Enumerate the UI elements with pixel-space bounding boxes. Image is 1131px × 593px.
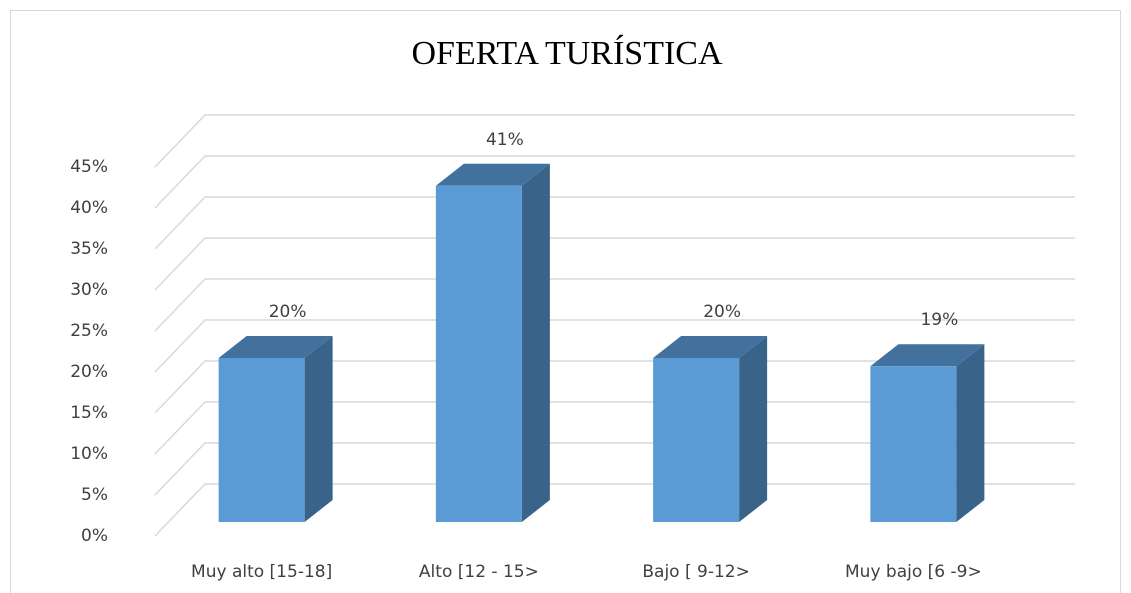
bar-top — [870, 344, 985, 367]
bar-front — [653, 358, 740, 522]
bar-top — [653, 336, 768, 358]
y-tick-label: 45% — [70, 157, 108, 177]
bar — [435, 163, 550, 523]
bar — [218, 336, 333, 522]
bar-side — [956, 344, 985, 522]
grid-line — [154, 442, 1075, 496]
data-label: 20% — [269, 302, 307, 322]
grid-line — [154, 401, 1075, 455]
x-tick-label: Muy bajo [6 -9> — [845, 562, 982, 582]
bar-side — [521, 163, 550, 523]
y-tick-label: 25% — [70, 321, 108, 341]
y-tick-label: 0% — [81, 526, 108, 546]
x-tick-label: Bajo [ 9-12> — [642, 562, 749, 582]
x-tick-label: Alto [12 - 15> — [419, 562, 539, 582]
bar-top — [218, 336, 333, 358]
grid-line — [154, 360, 1075, 414]
y-tick-label: 40% — [70, 198, 108, 218]
grid-line — [154, 483, 1075, 537]
bar-side — [304, 336, 333, 522]
x-tick-label: Muy alto [15-18] — [191, 562, 332, 582]
data-label: 41% — [486, 130, 524, 150]
bar-top — [435, 163, 550, 186]
y-tick-label: 30% — [70, 280, 108, 300]
bar — [653, 336, 768, 522]
data-label: 20% — [703, 302, 741, 322]
grid-line — [154, 196, 1075, 250]
bar-side — [739, 336, 768, 522]
y-tick-label: 10% — [70, 444, 108, 464]
grid-line — [154, 114, 1075, 168]
y-tick-label: 35% — [70, 239, 108, 259]
grid-line — [154, 155, 1075, 209]
grid-line — [154, 278, 1075, 332]
grid-line — [154, 319, 1075, 373]
bar-front — [435, 185, 522, 523]
y-tick-label: 20% — [70, 362, 108, 382]
chart-title: OFERTA TURÍSTICA — [411, 35, 722, 72]
bar-front — [218, 358, 305, 522]
y-tick-label: 5% — [81, 485, 108, 505]
bar-front — [870, 366, 957, 522]
y-tick-label: 15% — [70, 403, 108, 423]
data-label: 19% — [920, 310, 958, 330]
grid-line — [154, 237, 1075, 291]
bar — [870, 344, 985, 522]
